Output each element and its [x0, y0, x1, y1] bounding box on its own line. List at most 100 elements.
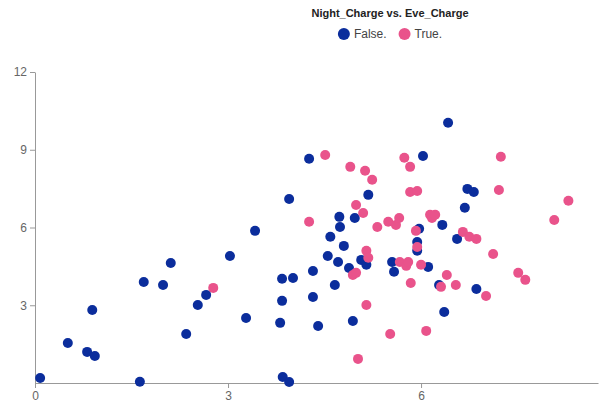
point[interactable]: [563, 196, 573, 206]
point[interactable]: [193, 300, 203, 310]
point[interactable]: [389, 267, 399, 277]
tick-mark: [30, 150, 35, 151]
legend-marker: [338, 28, 350, 40]
point[interactable]: [488, 249, 498, 259]
point[interactable]: [334, 212, 344, 222]
point[interactable]: [436, 282, 446, 292]
point[interactable]: [360, 166, 370, 176]
point[interactable]: [351, 200, 361, 210]
chart: Night_Charge vs. Eve_Charge False. True. 0 3…: [0, 0, 600, 416]
tick-label: 3: [225, 389, 232, 403]
point[interactable]: [367, 175, 377, 185]
point[interactable]: [241, 313, 251, 323]
point[interactable]: [443, 118, 453, 128]
point[interactable]: [304, 154, 314, 164]
point[interactable]: [330, 280, 340, 290]
series: [35, 118, 481, 387]
point[interactable]: [166, 258, 176, 268]
point[interactable]: [284, 194, 294, 204]
point[interactable]: [372, 222, 382, 232]
point[interactable]: [323, 251, 333, 261]
point[interactable]: [135, 377, 145, 387]
point[interactable]: [181, 329, 191, 339]
point[interactable]: [471, 234, 481, 244]
tick-mark: [228, 383, 229, 388]
legend-marker: [399, 28, 411, 40]
point[interactable]: [351, 268, 361, 278]
point[interactable]: [284, 377, 294, 387]
point[interactable]: [304, 217, 314, 227]
tick-label: 0: [32, 389, 39, 403]
point[interactable]: [348, 316, 358, 326]
point[interactable]: [416, 260, 426, 270]
point[interactable]: [405, 162, 415, 172]
point[interactable]: [451, 280, 461, 290]
tick-label: 6: [418, 389, 425, 403]
point[interactable]: [411, 226, 421, 236]
point[interactable]: [333, 257, 343, 267]
point[interactable]: [394, 213, 404, 223]
tick: 9: [20, 143, 35, 157]
point[interactable]: [494, 185, 504, 195]
point[interactable]: [158, 280, 168, 290]
tick: 0: [32, 383, 39, 403]
point[interactable]: [35, 373, 45, 383]
point[interactable]: [439, 307, 449, 317]
point[interactable]: [442, 270, 452, 280]
title: Night_Charge vs. Eve_Charge: [311, 7, 468, 19]
point[interactable]: [277, 274, 287, 284]
point[interactable]: [275, 318, 285, 328]
point[interactable]: [471, 284, 481, 294]
tick-mark: [30, 305, 35, 306]
point[interactable]: [361, 300, 371, 310]
point[interactable]: [403, 257, 413, 267]
tick-label: 6: [20, 221, 27, 235]
point[interactable]: [430, 210, 440, 220]
point[interactable]: [353, 354, 363, 364]
tick-label: 9: [20, 143, 27, 157]
plot-area: 03636912: [14, 65, 599, 402]
point[interactable]: [406, 278, 416, 288]
point[interactable]: [325, 232, 335, 242]
point[interactable]: [250, 226, 260, 236]
point[interactable]: [339, 241, 349, 251]
point[interactable]: [513, 268, 523, 278]
point[interactable]: [399, 153, 409, 163]
legend-item[interactable]: False.: [338, 27, 387, 41]
point[interactable]: [308, 266, 318, 276]
point[interactable]: [313, 321, 323, 331]
point[interactable]: [412, 186, 422, 196]
point[interactable]: [363, 190, 373, 200]
legend-item[interactable]: True.: [399, 27, 443, 41]
point[interactable]: [63, 338, 73, 348]
point[interactable]: [225, 251, 235, 261]
point[interactable]: [358, 208, 368, 218]
point[interactable]: [201, 290, 211, 300]
point[interactable]: [345, 162, 355, 172]
point[interactable]: [87, 305, 97, 315]
point[interactable]: [363, 253, 373, 263]
point[interactable]: [335, 222, 345, 232]
point[interactable]: [288, 273, 298, 283]
point[interactable]: [496, 152, 506, 162]
point[interactable]: [350, 213, 360, 223]
point[interactable]: [520, 275, 530, 285]
point[interactable]: [460, 203, 470, 213]
point[interactable]: [90, 351, 100, 361]
tick-mark: [421, 383, 422, 388]
point[interactable]: [412, 242, 422, 252]
point[interactable]: [418, 151, 428, 161]
point[interactable]: [469, 187, 479, 197]
point[interactable]: [437, 220, 447, 230]
point[interactable]: [320, 150, 330, 160]
point[interactable]: [308, 292, 318, 302]
legend-label: False.: [354, 27, 387, 41]
point[interactable]: [277, 296, 287, 306]
point[interactable]: [208, 283, 218, 293]
point[interactable]: [421, 326, 431, 336]
point[interactable]: [549, 215, 559, 225]
point[interactable]: [481, 291, 491, 301]
point[interactable]: [139, 277, 149, 287]
tick-mark: [30, 72, 35, 73]
point[interactable]: [385, 329, 395, 339]
